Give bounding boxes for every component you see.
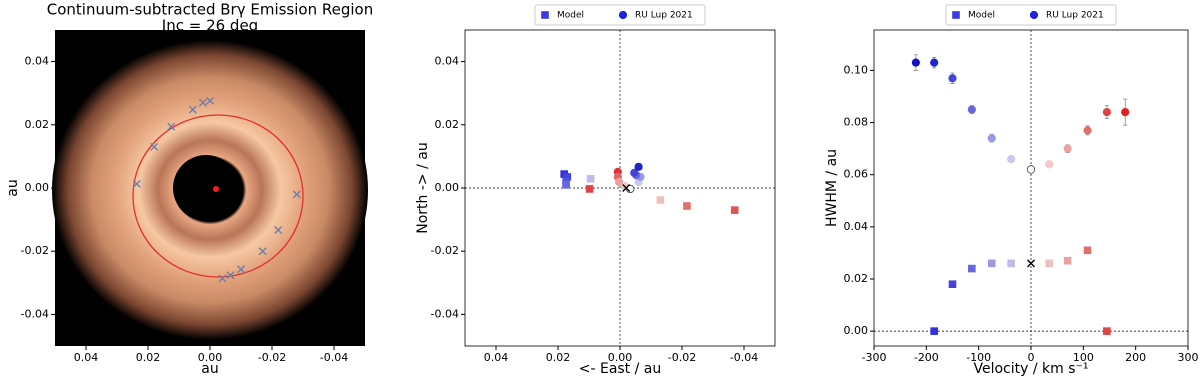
data-point	[188, 105, 197, 114]
y-tick-label: -0.02	[431, 244, 459, 257]
x-tick-label: -0.04	[730, 351, 758, 364]
x-tick-label: 0.04	[74, 351, 99, 364]
y-tick-label: 0.02	[25, 118, 50, 131]
data-point	[1063, 144, 1072, 153]
y-tick-label: 0.02	[435, 118, 460, 131]
x-axis-label: <- East / au	[579, 361, 662, 377]
y-tick-label: -0.04	[431, 307, 459, 320]
x-tick-label: 0.04	[484, 351, 509, 364]
center-dot	[213, 186, 219, 192]
x-tick-label: 0	[1028, 351, 1035, 364]
x-tick-label: -300	[862, 351, 887, 364]
x-tick-label: 200	[1125, 351, 1146, 364]
chart-title: Continuum-subtracted Brγ Emission Region	[47, 1, 373, 19]
center-marker	[1027, 259, 1035, 268]
data-point	[948, 74, 957, 83]
x-tick-label: 0.00	[198, 351, 223, 364]
x-tick-label: 0.02	[136, 351, 161, 364]
data-point	[1045, 259, 1054, 268]
data-point	[1007, 154, 1016, 164]
y-tick-label: 0.04	[25, 55, 50, 68]
y-axis-label: au	[5, 179, 21, 196]
y-tick-label: -0.02	[21, 244, 49, 257]
center-marker	[622, 184, 631, 192]
x-tick-label: -100	[966, 351, 991, 364]
data-point	[634, 162, 643, 171]
x-tick-label: 100	[1073, 351, 1094, 364]
data-point	[730, 206, 739, 214]
legend-label: Model	[968, 11, 995, 21]
data-point	[1083, 126, 1092, 135]
data-point	[1007, 259, 1015, 268]
y-tick-label: 0.10	[844, 63, 869, 76]
data-point	[987, 259, 996, 268]
x-tick-label: 0.00	[608, 351, 633, 364]
data-point	[150, 142, 159, 151]
y-tick-label: 0.02	[844, 272, 869, 285]
data-point	[614, 177, 624, 187]
panel-1-image	[52, 30, 368, 346]
y-tick-label: 0.04	[435, 55, 460, 68]
y-axis-label: North -> / au	[415, 142, 431, 233]
data-point	[258, 247, 267, 256]
data-point	[683, 202, 691, 210]
data-point	[656, 196, 665, 204]
data-point	[585, 185, 594, 193]
fit-ellipse	[132, 114, 304, 278]
y-tick-label: -0.04	[21, 307, 49, 320]
data-point	[1121, 108, 1130, 117]
x-axis-label: Velocity / km s⁻¹	[973, 361, 1088, 377]
y-tick-label: 0.08	[844, 116, 869, 129]
x-tick-label: -200	[914, 351, 939, 364]
data-point	[630, 168, 639, 177]
data-point	[562, 181, 570, 189]
data-point	[206, 96, 214, 105]
data-point	[1102, 108, 1111, 117]
data-point	[237, 265, 245, 274]
legend-label: RU Lup 2021	[1046, 11, 1104, 21]
data-point	[1083, 246, 1092, 255]
data-point	[167, 122, 176, 131]
data-point	[930, 327, 938, 335]
x-tick-label: -0.02	[258, 351, 286, 364]
data-point	[292, 190, 301, 199]
legend-marker	[541, 11, 549, 19]
data-point	[1063, 256, 1072, 265]
chart-subtitle: Inc = 26 deg	[162, 17, 258, 35]
data-point	[968, 264, 976, 273]
data-point	[911, 58, 920, 67]
legend-marker	[618, 10, 628, 20]
x-tick-label: 300	[1178, 351, 1199, 364]
y-tick-label: 0.04	[844, 220, 869, 233]
data-point	[226, 271, 235, 280]
data-point	[930, 58, 939, 67]
data-point	[987, 134, 996, 143]
y-tick-label: 0.06	[844, 168, 869, 181]
inner-hole	[173, 155, 239, 221]
data-point	[274, 226, 283, 235]
legend-marker	[1029, 10, 1039, 20]
y-tick-label: 0.00	[844, 324, 869, 337]
data-point	[218, 274, 227, 283]
data-point	[586, 175, 595, 183]
data-point	[967, 105, 976, 114]
x-tick-label: 0.02	[546, 351, 571, 364]
legend-label: RU Lup 2021	[635, 11, 693, 21]
data-point	[1045, 160, 1054, 169]
data-point	[1026, 165, 1036, 174]
data-point	[132, 179, 141, 188]
x-tick-label: -0.02	[668, 351, 696, 364]
legend-marker	[952, 11, 960, 19]
y-tick-label: 0.00	[435, 181, 460, 194]
x-axis-label: au	[201, 361, 218, 377]
y-tick-label: 0.00	[25, 181, 50, 194]
data-point	[1103, 327, 1111, 335]
legend-label: Model	[557, 11, 584, 21]
y-axis-label: HWHM / au	[824, 149, 840, 227]
data-point	[198, 98, 207, 107]
data-point	[948, 280, 957, 289]
x-tick-label: -0.04	[320, 351, 348, 364]
